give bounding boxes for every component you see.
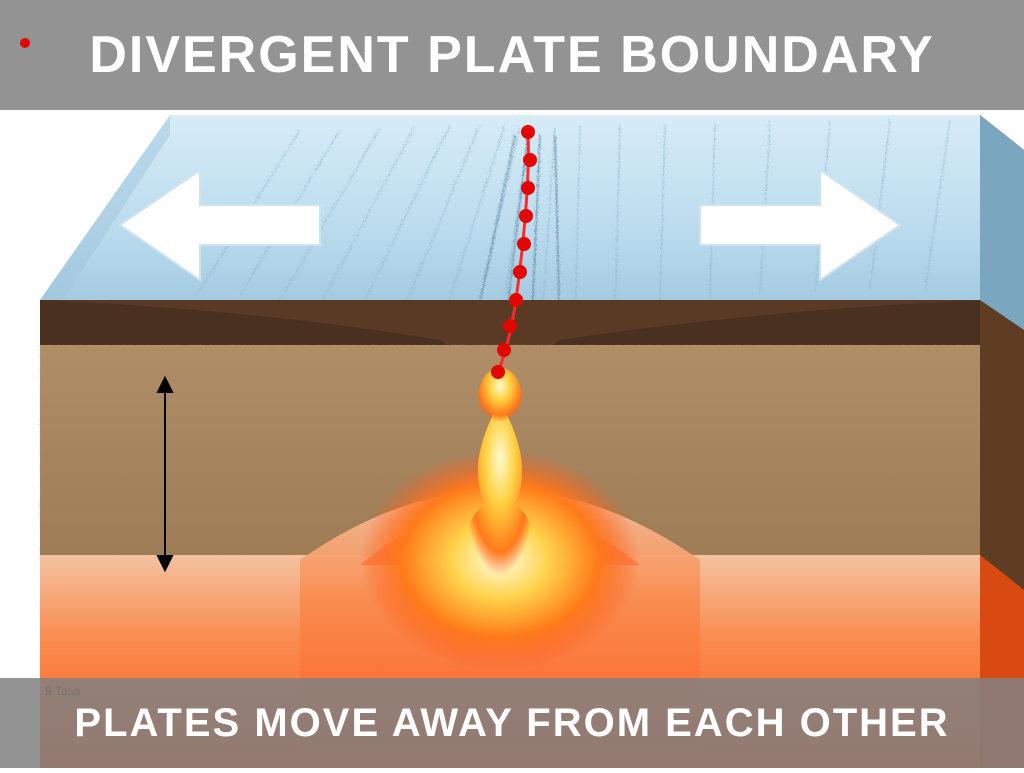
subtitle-banner: PLATES MOVE AWAY FROM EACH OTHER — [0, 678, 1024, 768]
page-title: DIVERGENT PLATE BOUNDARY — [89, 25, 934, 85]
page-subtitle: PLATES MOVE AWAY FROM EACH OTHER — [74, 701, 949, 746]
title-banner: DIVERGENT PLATE BOUNDARY — [0, 0, 1024, 110]
legend-dot-icon — [20, 38, 30, 48]
diagram-cross-section: 9 Tasa — [0, 0, 1024, 768]
